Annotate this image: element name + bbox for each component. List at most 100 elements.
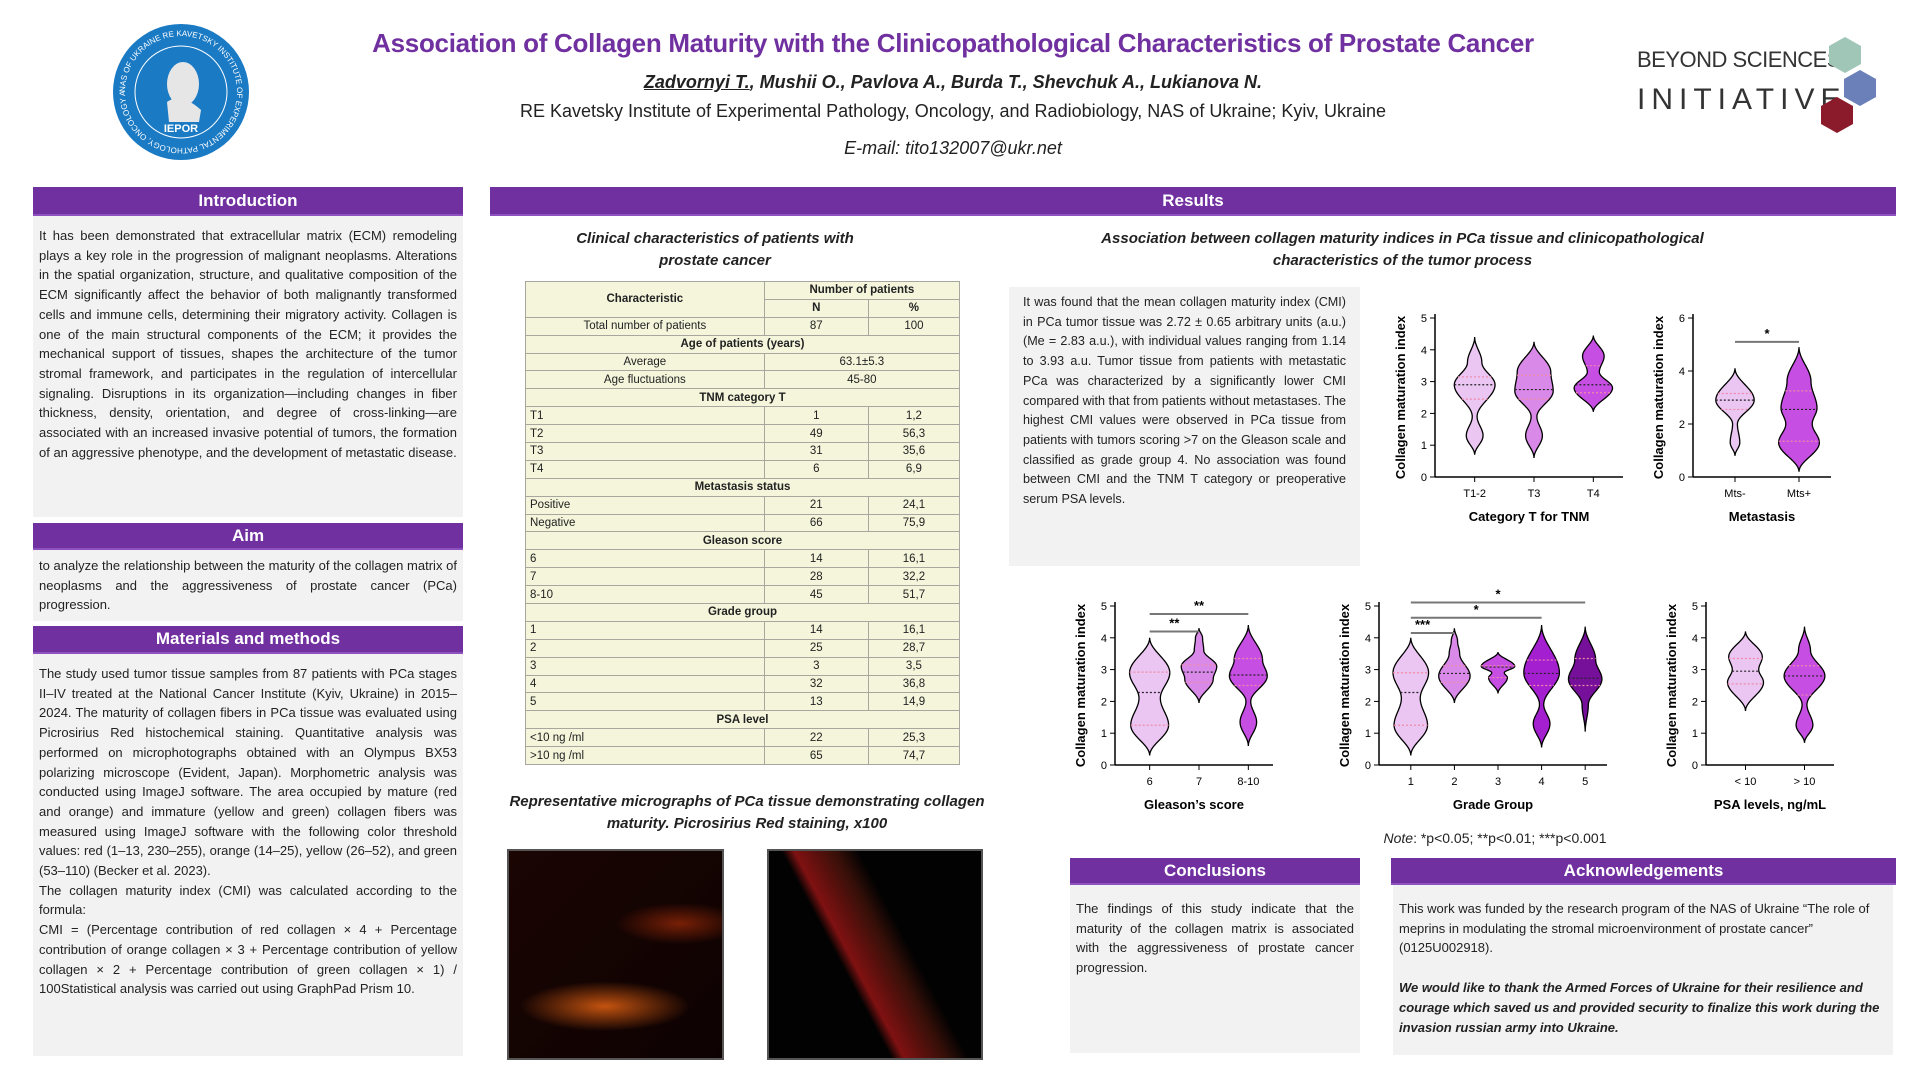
section-title: Grade group	[525, 603, 960, 622]
x-tick-label: T3	[1528, 488, 1541, 500]
first-author: Zadvornyi T.	[643, 72, 750, 92]
hexagon-icons	[1821, 37, 1876, 133]
beyond-sciences-logo: BEYOND SCIENCES INITIATIVE	[1637, 25, 1897, 135]
cell: 87	[763, 316, 869, 336]
table-caption: Clinical characteristics of patients wit…	[576, 230, 854, 269]
table-row: T3 31 35,6	[525, 442, 961, 461]
cell: 45	[763, 585, 869, 605]
y-tick-label: 0	[1692, 760, 1698, 772]
cell: 35,6	[867, 442, 961, 461]
methods-header: Materials and methods	[33, 626, 463, 654]
cell: 100	[867, 316, 961, 336]
chart-metastasis: 0 2 4 6 Collagen maturation index Metastasis M…	[1649, 290, 1839, 535]
y-axis-label: Collagen maturation index	[1393, 315, 1408, 479]
cell: 45-80	[763, 370, 961, 390]
x-tick-label: < 10	[1735, 776, 1757, 788]
micrograph-image-1	[507, 849, 724, 1060]
cell: 16,1	[867, 620, 961, 640]
cell: 4	[525, 674, 765, 694]
cell: 7	[525, 567, 765, 587]
significance-label: *	[1764, 326, 1770, 341]
violin-T3	[1514, 341, 1554, 458]
cell: 28,7	[867, 638, 961, 658]
cell: Age fluctuations	[525, 370, 765, 390]
y-tick-label: 3	[1692, 665, 1698, 677]
y-tick-label: 1	[1101, 728, 1107, 740]
cell: 1,2	[867, 406, 961, 426]
cell: 65	[763, 746, 869, 766]
cell: 31	[763, 442, 869, 461]
conclusions-body: The findings of this study indicate that…	[1070, 885, 1360, 1053]
cell: 28	[763, 567, 869, 587]
table-row: Negative 66 75,9	[525, 513, 961, 533]
results-header: Results	[490, 187, 1896, 216]
table-section-row: Age of patients (years)	[525, 334, 960, 354]
cell: 3,5	[867, 656, 961, 676]
methods-text-1: The study used tumor tissue samples from…	[39, 666, 457, 879]
violin-6	[1128, 637, 1171, 756]
significance-label: *	[1474, 602, 1480, 617]
micrographs-caption: Representative micrographs of PCa tissue…	[509, 793, 985, 832]
violin-5	[1567, 626, 1603, 732]
table-row: 4 32 36,8	[525, 674, 961, 694]
logo-line-2: INITIATIVE	[1637, 83, 1847, 116]
methods-formula: CMI = (Percentage contribution of red co…	[39, 922, 457, 997]
contact-email: E-mail: tito132007@ukr.net	[844, 138, 1062, 158]
cell: 25	[763, 638, 869, 658]
x-tick-label: 3	[1495, 776, 1501, 788]
association-text-box: It was found that the mean collagen matu…	[1009, 287, 1360, 566]
x-tick-label: 2	[1451, 776, 1457, 788]
x-axis-label: PSA levels, ng/mL	[1714, 797, 1826, 812]
acknowledgements-text: This work was funded by the research pro…	[1399, 901, 1870, 956]
cell: 24,1	[867, 495, 961, 515]
cell: 8-10	[525, 585, 765, 605]
significance-label: ***	[1415, 617, 1431, 632]
violin-T1-2	[1453, 337, 1496, 455]
table-row: 6 14 16,1	[525, 549, 961, 569]
chart-tnm: 0 1 2 3 4 5 Collagen maturation index Category …	[1391, 290, 1631, 535]
introduction-body: It has been demonstrated that extracellu…	[33, 216, 463, 517]
svg-text:IEPOR: IEPOR	[164, 123, 198, 135]
cell: 13	[763, 692, 869, 712]
cell: 3	[763, 656, 869, 676]
y-tick-label: 4	[1365, 633, 1371, 645]
y-tick-label: 4	[1679, 366, 1685, 378]
x-tick-label: Mts-	[1724, 488, 1746, 500]
cell: Average	[525, 352, 765, 372]
x-tick-label: Mts+	[1787, 488, 1811, 500]
y-tick-label: 0	[1679, 472, 1685, 484]
logo-line-1: BEYOND SCIENCES	[1637, 47, 1842, 72]
aim-text: to analyze the relationship between the …	[39, 558, 457, 613]
y-tick-label: 2	[1421, 408, 1427, 420]
violin-> 10	[1783, 626, 1826, 743]
table-header-row: Characteristic Number of patients	[525, 281, 961, 318]
x-axis-label: Grade Group	[1453, 797, 1533, 812]
cell: 1	[525, 620, 765, 640]
x-tick-label: T4	[1587, 488, 1600, 500]
x-tick-label: 4	[1539, 776, 1545, 788]
y-tick-label: 2	[1679, 419, 1685, 431]
table-row: Age fluctuations 45-80	[525, 370, 961, 390]
cell: T3	[525, 442, 765, 461]
y-tick-label: 4	[1101, 633, 1107, 645]
table-row: T2 49 56,3	[525, 424, 961, 444]
x-axis-label: Category T for TNM	[1469, 509, 1590, 524]
section-title: Gleason score	[525, 531, 960, 551]
cell: T4	[525, 459, 765, 479]
aim-body: to analyze the relationship between the …	[33, 550, 463, 621]
table-section-row: PSA level	[525, 710, 960, 730]
micrograph-image-2	[767, 849, 983, 1060]
header-characteristic: Characteristic	[525, 281, 765, 318]
table-row: <10 ng /ml 22 25,3	[525, 728, 961, 748]
association-title: Association between collagen maturity in…	[1101, 230, 1704, 269]
authors: Zadvornyi T., Mushii O., Pavlova A., Bur…	[300, 72, 1606, 93]
cell: Negative	[525, 513, 765, 533]
cell: 14	[763, 549, 869, 569]
cell: 75,9	[867, 513, 961, 533]
section-title: TNM category T	[525, 388, 960, 408]
significance-label: *	[1495, 587, 1501, 602]
y-tick-label: 3	[1421, 377, 1427, 389]
chart-psa: 0 1 2 3 4 5 Collagen maturation index PSA level…	[1662, 578, 1842, 823]
table-row: 3 3 3,5	[525, 656, 961, 676]
header-n: N	[763, 298, 869, 318]
